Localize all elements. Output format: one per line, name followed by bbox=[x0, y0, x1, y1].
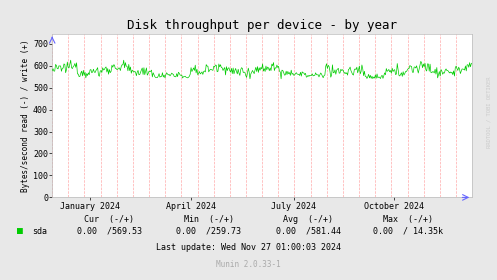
Text: Last update: Wed Nov 27 01:00:03 2024: Last update: Wed Nov 27 01:00:03 2024 bbox=[156, 243, 341, 252]
Title: Disk throughput per device - by year: Disk throughput per device - by year bbox=[127, 19, 397, 32]
Text: Max  (-/+): Max (-/+) bbox=[383, 215, 432, 224]
Text: 0.00  /581.44: 0.00 /581.44 bbox=[276, 227, 340, 235]
Text: ■: ■ bbox=[17, 226, 23, 236]
Text: RRDTOOL / TOBI OETIKER: RRDTOOL / TOBI OETIKER bbox=[486, 76, 491, 148]
Text: Cur  (-/+): Cur (-/+) bbox=[84, 215, 134, 224]
Y-axis label: Bytes/second read (-) / write (+): Bytes/second read (-) / write (+) bbox=[21, 39, 30, 192]
Text: 0.00  /569.53: 0.00 /569.53 bbox=[77, 227, 142, 235]
Text: Munin 2.0.33-1: Munin 2.0.33-1 bbox=[216, 260, 281, 269]
Text: 0.00  /259.73: 0.00 /259.73 bbox=[176, 227, 241, 235]
Text: 0.00  / 14.35k: 0.00 / 14.35k bbox=[373, 227, 442, 235]
Text: Avg  (-/+): Avg (-/+) bbox=[283, 215, 333, 224]
Text: sda: sda bbox=[32, 227, 47, 235]
Text: Min  (-/+): Min (-/+) bbox=[184, 215, 234, 224]
